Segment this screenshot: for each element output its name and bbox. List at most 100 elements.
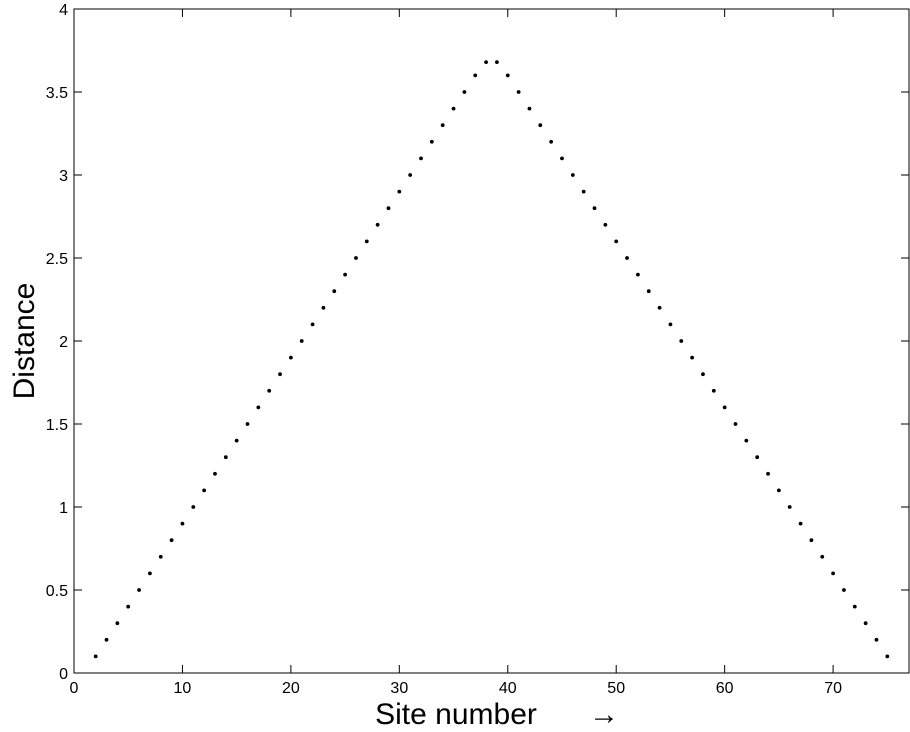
data-point — [278, 372, 282, 377]
data-point — [657, 305, 662, 310]
y-axis-title: Distance — [8, 283, 41, 400]
data-point — [755, 455, 760, 460]
data-point — [820, 554, 825, 559]
x-tick-label: 30 — [390, 680, 408, 697]
data-point — [505, 73, 510, 78]
data-point — [527, 106, 532, 111]
data-point — [679, 339, 684, 343]
data-point — [798, 521, 803, 526]
data-point — [711, 388, 716, 393]
data-point — [429, 139, 434, 144]
data-point — [766, 471, 770, 476]
data-point — [126, 604, 131, 609]
data-point — [440, 123, 445, 128]
data-point — [158, 554, 163, 559]
data-point — [560, 156, 564, 161]
data-point — [343, 272, 348, 277]
data-point — [473, 73, 478, 78]
y-tick-label: 2 — [59, 334, 68, 351]
data-point — [603, 222, 608, 227]
data-point — [690, 355, 695, 360]
data-point — [549, 139, 554, 144]
y-tick-label: 0.5 — [46, 583, 68, 600]
data-point — [776, 488, 781, 493]
x-tick-label: 60 — [716, 680, 734, 697]
y-tick-label: 3 — [59, 168, 68, 185]
data-point — [538, 123, 543, 128]
y-tick-label: 1 — [59, 500, 68, 517]
x-axis-title: Site number — [375, 698, 537, 731]
data-point — [321, 305, 326, 310]
data-point — [701, 372, 705, 377]
data-point — [744, 438, 749, 443]
data-point — [722, 405, 727, 410]
x-axis-ticks: 0 10 20 30 40 50 60 70 — [70, 9, 842, 697]
data-point — [581, 189, 586, 194]
data-point — [256, 405, 261, 410]
y-axis-ticks: 0 0.5 1 1.5 2 2.5 3 3.5 4 — [46, 2, 909, 683]
data-point — [223, 455, 228, 460]
data-point — [842, 588, 846, 592]
data-point — [614, 239, 619, 244]
x-tick-label: 50 — [607, 680, 625, 697]
data-point — [137, 588, 141, 592]
data-point — [364, 239, 369, 244]
data-point — [148, 571, 152, 576]
data-point — [332, 289, 337, 294]
y-tick-label: 4 — [59, 2, 68, 19]
data-point — [288, 355, 293, 360]
data-point — [354, 256, 358, 260]
data-point — [570, 173, 575, 177]
data-point — [885, 654, 890, 659]
data-point — [863, 621, 868, 626]
y-tick-label: 0 — [59, 666, 68, 683]
data-point — [635, 272, 640, 277]
y-tick-label: 1.5 — [46, 417, 68, 434]
x-axis-arrow: → — [589, 698, 619, 731]
data-point — [245, 422, 250, 426]
data-point — [787, 505, 792, 509]
data-point — [462, 90, 467, 94]
data-point — [646, 289, 651, 294]
data-point — [852, 604, 857, 609]
x-tick-label: 40 — [499, 680, 517, 697]
data-point — [733, 422, 738, 426]
data-point — [375, 222, 380, 227]
data-point — [809, 538, 814, 543]
plot-frame — [73, 8, 910, 674]
data-point — [419, 156, 423, 161]
data-point — [516, 90, 521, 94]
data-point — [310, 322, 315, 327]
data-point — [451, 106, 456, 111]
data-point — [115, 621, 120, 626]
data-points — [93, 60, 890, 659]
data-point — [267, 388, 272, 393]
x-tick-label: 10 — [174, 680, 192, 697]
data-point — [299, 339, 304, 343]
y-tick-label: 3.5 — [46, 85, 68, 102]
data-point — [625, 256, 629, 260]
data-point — [495, 60, 499, 65]
data-point — [386, 206, 391, 211]
data-point — [202, 488, 207, 493]
data-point — [408, 173, 413, 177]
data-point — [180, 521, 185, 526]
data-point — [213, 471, 217, 476]
data-point — [191, 505, 196, 509]
data-point — [484, 60, 488, 65]
data-point — [668, 322, 673, 327]
data-point — [592, 206, 597, 211]
data-point — [104, 637, 109, 642]
data-point — [93, 654, 98, 659]
data-point — [831, 571, 835, 576]
data-point — [169, 538, 174, 543]
y-tick-label: 2.5 — [46, 251, 68, 268]
data-point — [234, 438, 239, 443]
x-tick-label: 0 — [70, 680, 79, 697]
x-tick-label: 20 — [282, 680, 300, 697]
data-point — [874, 637, 879, 642]
x-tick-label: 70 — [824, 680, 842, 697]
data-point — [397, 189, 402, 194]
